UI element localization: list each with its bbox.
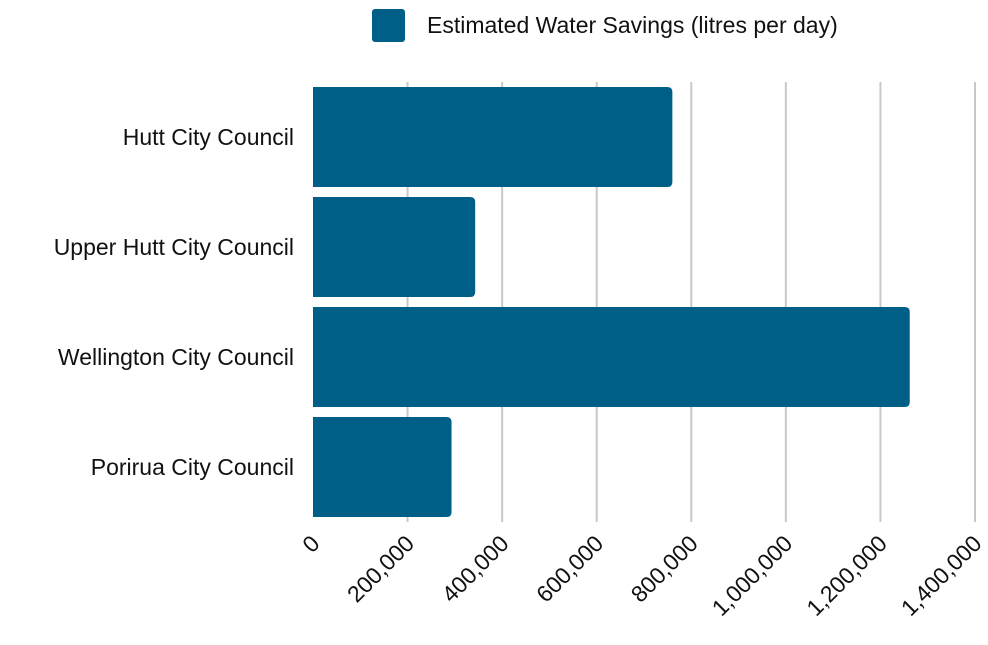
x-tick-label: 0 [297, 530, 324, 557]
category-label: Hutt City Council [123, 124, 294, 150]
bar [313, 416, 452, 518]
legend: Estimated Water Savings (litres per day) [372, 8, 838, 42]
category-label: Porirua City Council [91, 454, 294, 480]
bar [313, 306, 910, 408]
x-tick-label: 400,000 [437, 530, 514, 607]
x-tick-label: 200,000 [342, 530, 419, 607]
legend-swatch [372, 8, 405, 42]
bar [313, 86, 673, 188]
bars [313, 86, 910, 518]
x-tick-label: 800,000 [626, 530, 703, 607]
x-tick-label: 600,000 [531, 530, 608, 607]
x-tick-labels: 0 200,000 400,000 600,000 800,000 1,000,000 1,… [297, 530, 986, 621]
x-tick-label: 1,000,000 [707, 530, 798, 621]
x-tick-label: 1,400,000 [896, 530, 987, 621]
category-label: Upper Hutt City Council [54, 234, 294, 260]
x-tick-label: 1,200,000 [801, 530, 892, 621]
category-label: Wellington City Council [58, 344, 294, 370]
bar [313, 196, 476, 298]
legend-label: Estimated Water Savings (litres per day) [427, 11, 838, 38]
category-labels: Hutt City Council Upper Hutt City Council… [54, 124, 294, 480]
